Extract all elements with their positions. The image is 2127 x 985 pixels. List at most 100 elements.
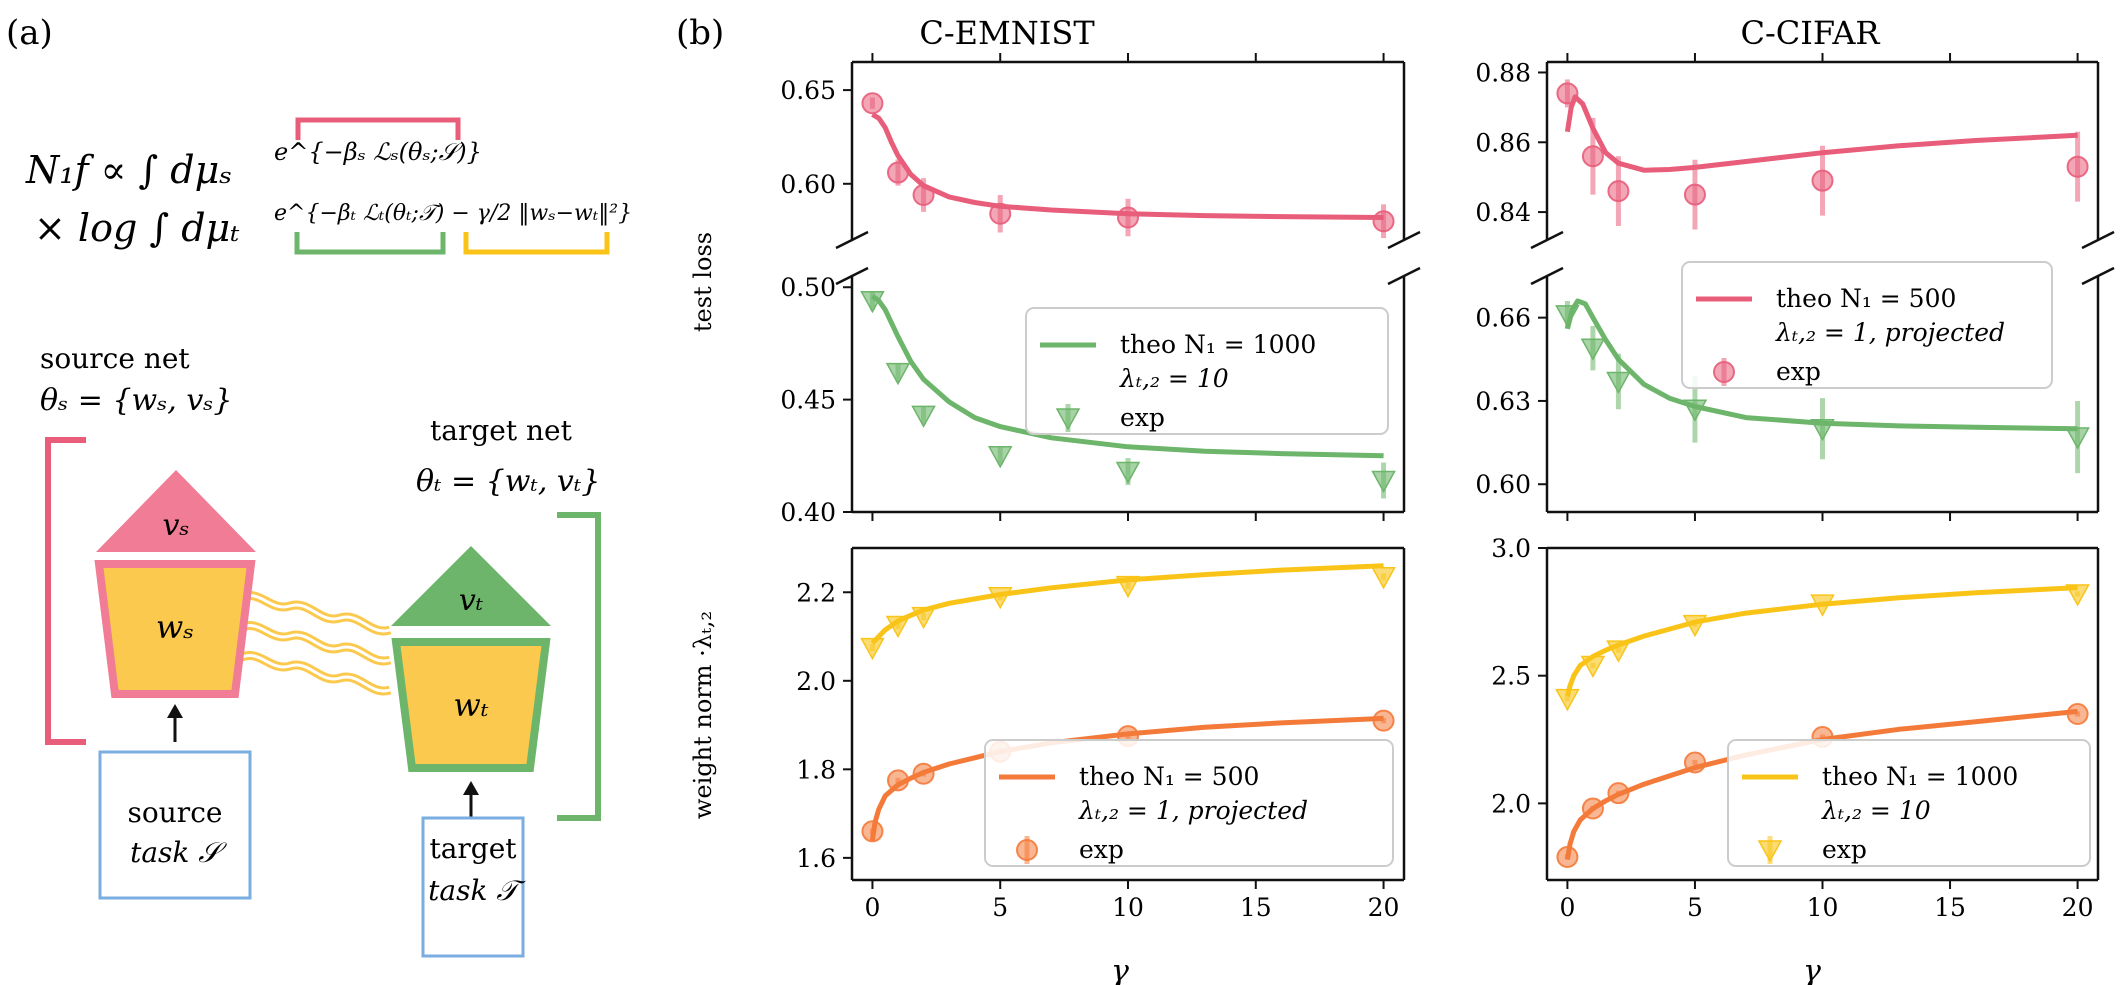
vs-label: vₛ bbox=[162, 508, 189, 543]
target-net-title: target net bbox=[430, 414, 573, 447]
ytick-label: 1.6 bbox=[796, 844, 836, 873]
exp-point-pink bbox=[1683, 183, 1706, 206]
legend-marker bbox=[1016, 839, 1038, 861]
subplot-c-cifar: 0.84 0.86 0.88 0.60 0.63 0.66 2.0 2.5 3.0 0 5 10 15 2… bbox=[1475, 53, 2115, 922]
theory-curve-green bbox=[870, 294, 1384, 459]
exp-point-green bbox=[987, 446, 1013, 469]
exp-point-pink bbox=[1811, 169, 1834, 192]
target-task-box bbox=[421, 816, 525, 958]
target-head-triangle bbox=[391, 546, 551, 626]
legend-label-theory: theo N₁ = 500 bbox=[1079, 762, 1259, 791]
exp-point-orange bbox=[1581, 797, 1604, 820]
axis-break-mark bbox=[1387, 266, 1421, 286]
exp-point-green bbox=[1115, 461, 1141, 485]
exp-point-orange bbox=[1683, 751, 1706, 774]
legend-box bbox=[984, 739, 1394, 867]
axis-break-mark bbox=[835, 230, 869, 250]
axis-break-mark bbox=[835, 266, 869, 286]
theory-curve-orange bbox=[869, 715, 1384, 841]
theory-curve-yellow bbox=[870, 563, 1384, 645]
legend-label-exp: exp bbox=[1120, 403, 1165, 432]
exp-point-orange bbox=[1556, 846, 1579, 869]
xtick-label: 5 bbox=[1687, 893, 1703, 922]
ytick-label: 0.60 bbox=[1475, 470, 1531, 499]
ytick-label: 0.65 bbox=[780, 76, 836, 105]
legend-label-lambda: λₜ,₂ = 1, projected bbox=[1078, 796, 1308, 825]
exp-point-pink bbox=[1581, 145, 1604, 168]
axis-break-mark bbox=[2081, 266, 2115, 286]
exp-point-pink bbox=[989, 202, 1012, 225]
xtick-label: 15 bbox=[1934, 893, 1966, 922]
ytick-label: 2.0 bbox=[796, 667, 836, 696]
legend-box bbox=[1025, 307, 1389, 435]
source-task-line1: source bbox=[128, 796, 223, 829]
xlabel-gamma-emnist: γ bbox=[1111, 954, 1129, 985]
exp-point-yellow bbox=[1810, 594, 1835, 617]
exp-point-pink bbox=[1556, 82, 1579, 105]
target-task-line1: target bbox=[429, 832, 517, 865]
ytick-label: 0.50 bbox=[780, 273, 836, 302]
exp-point-yellow bbox=[1682, 614, 1708, 638]
xtick-label: 0 bbox=[864, 893, 880, 922]
exp-point-green bbox=[860, 290, 885, 314]
exp-point-green bbox=[1555, 305, 1580, 328]
legend-label-exp: exp bbox=[1822, 835, 1867, 864]
xtick-label: 20 bbox=[1368, 893, 1400, 922]
source-head-triangle bbox=[96, 470, 256, 552]
vt-label: vₜ bbox=[459, 583, 484, 618]
axis-break-mark bbox=[1530, 230, 1564, 250]
exp-point-pink bbox=[2066, 155, 2089, 178]
legend-marker bbox=[1757, 840, 1783, 863]
exp-point-yellow bbox=[860, 637, 885, 661]
exp-point-pink bbox=[861, 92, 884, 115]
xtick-label: 15 bbox=[1240, 893, 1272, 922]
exp-point-yellow bbox=[987, 586, 1013, 610]
ytick-label: 0.63 bbox=[1475, 387, 1531, 416]
exp-point-pink bbox=[912, 184, 935, 207]
exp-point-green bbox=[1606, 371, 1631, 395]
legend-label-lambda: λₜ,₂ = 10 bbox=[1119, 364, 1229, 393]
free-energy-formula: N₁f ∝ ∫ dμₛ e^{−βₛ ℒₛ(θₛ;𝒮)} × log ∫ dμₜ… bbox=[25, 117, 632, 255]
formula-line1-exponent: e^{−βₛ ℒₛ(θₛ;𝒮)} bbox=[274, 138, 482, 166]
ytick-label: 2.5 bbox=[1491, 662, 1531, 691]
xlabel-gamma-cifar: γ bbox=[1803, 954, 1821, 985]
source-params-bracket bbox=[45, 437, 86, 745]
exp-point-green bbox=[2065, 427, 2090, 450]
source-task-box bbox=[98, 750, 252, 900]
legend-marker bbox=[1055, 408, 1081, 431]
exp-point-green bbox=[1682, 399, 1708, 422]
target-net-params: θₜ = {wₜ, vₜ} bbox=[416, 464, 600, 499]
exp-point-yellow bbox=[1115, 575, 1141, 599]
axis-break-mark bbox=[1387, 230, 1421, 250]
exp-point-orange bbox=[861, 820, 884, 843]
ylabel-test-loss: test loss bbox=[689, 232, 717, 332]
theory-curve-pink bbox=[871, 112, 1384, 220]
exp-point-orange bbox=[1372, 709, 1395, 732]
source-task-line2: task 𝒮 bbox=[130, 836, 227, 869]
ytick-label: 2.2 bbox=[796, 578, 836, 607]
ylabel-weight-norm: weight norm ·λₜ,₂ bbox=[689, 611, 717, 819]
xtick-label: 5 bbox=[992, 893, 1008, 922]
ws-label: wₛ bbox=[156, 608, 194, 646]
ytick-label: 2.0 bbox=[1491, 789, 1531, 818]
legend-label-exp: exp bbox=[1079, 835, 1124, 864]
source-loss-bracket bbox=[295, 117, 461, 140]
ytick-label: 0.88 bbox=[1475, 58, 1531, 87]
exp-point-green bbox=[1810, 418, 1835, 442]
exp-point-yellow bbox=[1555, 688, 1580, 712]
exp-point-orange bbox=[887, 769, 909, 792]
legend-label-theory: theo N₁ = 500 bbox=[1776, 284, 1956, 313]
xtick-label: 20 bbox=[2062, 893, 2094, 922]
source-net-title: source net bbox=[40, 342, 190, 375]
exp-point-green bbox=[885, 362, 911, 386]
exp-point-yellow bbox=[1606, 640, 1631, 663]
legend-marker bbox=[1713, 361, 1735, 383]
theory-curve-yellow bbox=[1564, 585, 2078, 697]
xtick-label: 0 bbox=[1559, 893, 1575, 922]
legend-label-theory: theo N₁ = 1000 bbox=[1120, 330, 1316, 359]
exp-point-yellow bbox=[2065, 584, 2090, 607]
xtick-label: 10 bbox=[1112, 893, 1144, 922]
exp-point-green bbox=[1580, 338, 1606, 361]
exp-point-pink bbox=[887, 161, 909, 184]
title-c-emnist: C-EMNIST bbox=[919, 14, 1095, 52]
